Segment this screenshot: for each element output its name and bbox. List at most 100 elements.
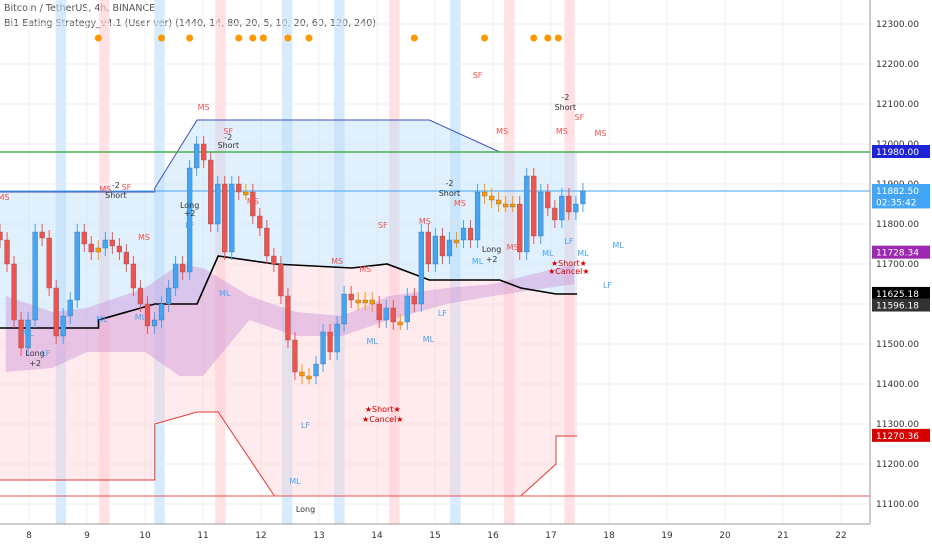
candle <box>432 235 439 265</box>
annotation-label: MS <box>496 127 508 136</box>
signal-dot <box>235 34 243 42</box>
candle <box>130 263 137 289</box>
price-tick-label: 11100.00 <box>876 500 919 510</box>
time-tick-label: 10 <box>139 531 151 541</box>
candle <box>496 199 502 205</box>
annotation-label: ML <box>289 477 301 486</box>
candle <box>46 237 52 289</box>
time-tick-label: 17 <box>545 531 556 541</box>
candle <box>18 319 24 349</box>
candle <box>236 183 242 193</box>
session-stripe <box>215 0 226 524</box>
annotation-label: Short <box>555 103 576 112</box>
annotation-label: MS <box>331 257 343 266</box>
annotation-label: ML <box>577 249 589 258</box>
session-stripe <box>55 0 67 524</box>
annotation-label: -2 <box>112 181 120 190</box>
candle <box>474 191 481 241</box>
annotation-label: MS <box>454 199 466 208</box>
annotation-label: +2 <box>29 359 41 368</box>
signal-dots <box>94 34 562 42</box>
annotation-label: LF <box>185 221 194 230</box>
candle <box>341 293 347 325</box>
annotation-label: Short <box>105 191 126 200</box>
candle <box>418 231 424 305</box>
annotation-label: LF <box>603 281 612 290</box>
candle <box>151 319 158 327</box>
session-stripe <box>450 0 461 524</box>
price-tag-label: 11728.34 <box>876 249 919 259</box>
candle <box>362 299 368 304</box>
signal-dot <box>158 34 166 42</box>
annotation-label: SF <box>122 183 132 192</box>
candle <box>390 307 396 323</box>
price-tick-label: 12100.00 <box>876 100 919 110</box>
annotation-label: Short <box>218 141 239 150</box>
candle <box>397 321 403 326</box>
candle <box>215 183 221 225</box>
signal-dot <box>284 34 292 42</box>
session-highlights <box>55 0 575 524</box>
candle <box>0 231 3 241</box>
candle <box>510 203 516 208</box>
price-tag-label: 11596.18 <box>876 302 919 312</box>
price-tag <box>872 245 930 259</box>
candle <box>271 255 277 265</box>
candle <box>74 231 80 301</box>
candle <box>327 331 333 353</box>
signal-dot <box>554 34 562 42</box>
candle <box>467 227 474 241</box>
candle <box>25 319 31 349</box>
candle <box>123 251 130 265</box>
candle <box>208 159 214 225</box>
time-axis: 8 9 10 11 12 13 14 15 16 17 18 19 20 21 22 <box>0 523 870 541</box>
time-tick-label: 16 <box>487 531 499 541</box>
candle <box>116 245 122 253</box>
signal-dot <box>94 34 102 42</box>
candle <box>460 227 467 241</box>
time-tick-label: 22 <box>835 531 846 541</box>
candle <box>144 303 151 327</box>
annotation-label: LF <box>41 349 50 358</box>
candle <box>109 239 115 247</box>
lower-cloud <box>0 256 578 496</box>
time-tick-label: 18 <box>603 531 615 541</box>
price-tag <box>872 195 930 209</box>
candle <box>292 339 298 373</box>
price-tag-label: 11625.18 <box>876 290 919 300</box>
candle <box>488 195 495 201</box>
annotation-label: Long <box>25 349 44 358</box>
candle <box>517 203 523 253</box>
annotation-label: MS <box>419 217 431 226</box>
candle <box>481 191 488 197</box>
cloud-fills <box>0 120 578 496</box>
candle <box>243 191 249 196</box>
annotation-label: LF <box>564 237 573 246</box>
session-stripe <box>564 0 575 524</box>
signal-dot <box>410 34 418 42</box>
annotation-label: ML <box>219 289 231 298</box>
annotation-label: ★Cancel★ <box>548 267 589 276</box>
candle <box>383 307 389 321</box>
annotation-label: -2 <box>224 133 232 142</box>
price-tag <box>872 428 930 442</box>
annotation-label: LF <box>301 421 310 430</box>
annotation-label: MS <box>507 243 519 252</box>
candle <box>165 287 172 305</box>
candle <box>299 371 305 377</box>
price-tick-label: 11700.00 <box>876 260 919 270</box>
annotation-label: MS <box>556 127 568 136</box>
candle <box>39 231 45 239</box>
annotation-label: MS <box>198 103 210 112</box>
annotation-label: ML <box>22 329 34 338</box>
candle <box>285 295 291 341</box>
annotation-label: Short <box>439 189 460 198</box>
candle <box>158 303 165 321</box>
candle <box>531 175 537 237</box>
price-tag <box>872 145 930 158</box>
annotation-label: ML <box>472 257 484 266</box>
annotation-label: Long <box>482 245 501 254</box>
candle <box>88 243 94 253</box>
